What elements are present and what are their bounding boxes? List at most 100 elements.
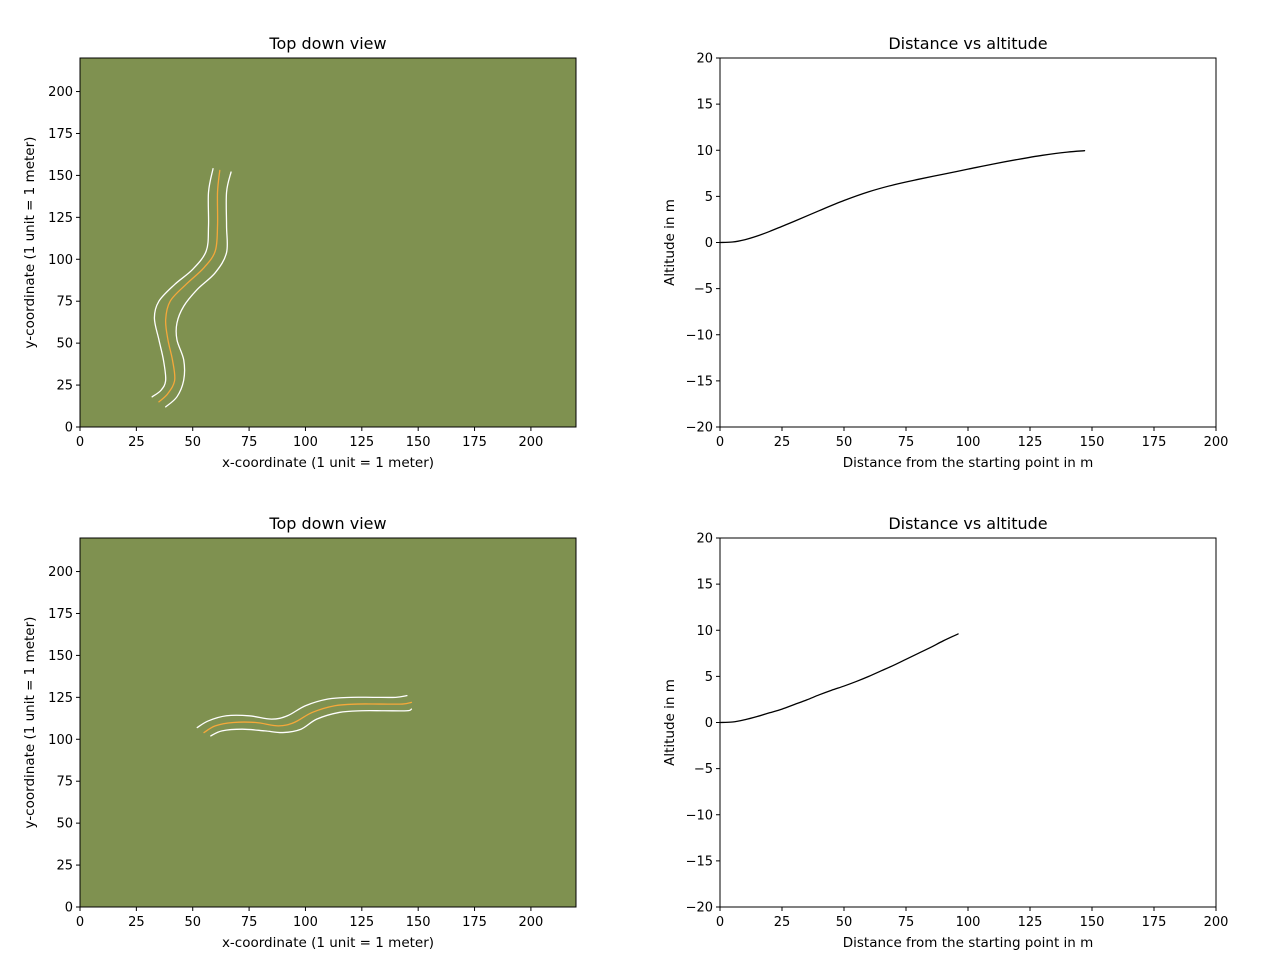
y-tick-label: 100 <box>48 733 73 748</box>
plot-background <box>720 58 1216 427</box>
x-axis-label: Distance from the starting point in m <box>843 455 1094 471</box>
plot-frame <box>79 57 577 428</box>
y-tick-label: −10 <box>686 808 713 823</box>
y-axis-label: y-coordinate (1 unit = 1 meter) <box>22 617 38 829</box>
x-tick-label: 50 <box>184 435 201 450</box>
x-axis-label: x-coordinate (1 unit = 1 meter) <box>222 935 434 951</box>
x-tick-label: 75 <box>241 435 258 450</box>
plot-background <box>80 538 576 907</box>
x-tick-label: 75 <box>898 915 915 930</box>
x-tick-label: 0 <box>76 915 84 930</box>
y-tick-label: −5 <box>694 762 713 777</box>
x-tick-label: 200 <box>518 435 543 450</box>
chart-panel-3: 0 25 50 75 100 125 150 175 200 0 25 50 75 100 125 150 17… <box>22 514 577 951</box>
y-tick-label: 75 <box>56 295 73 310</box>
x-axis-label: Distance from the starting point in m <box>843 935 1094 951</box>
series-line-right-edge <box>165 171 232 408</box>
x-tick-label: 175 <box>462 915 487 930</box>
series-line-upper-edge <box>196 695 408 729</box>
x-tick-label: 50 <box>836 435 853 450</box>
chart-panel-2: 0 25 50 75 100 125 150 175 200 −20 −15 −10 −5 0 5 10 15 2… <box>662 34 1228 471</box>
series-line-lower-edge <box>210 708 413 737</box>
x-tick-label: 200 <box>1204 435 1229 450</box>
y-tick-label: 100 <box>48 253 73 268</box>
x-tick-label: 25 <box>128 915 145 930</box>
y-tick-label: 125 <box>48 691 73 706</box>
x-tick-label: 150 <box>406 915 431 930</box>
series-line-series-1 <box>719 633 959 724</box>
y-tick-label: 15 <box>696 578 713 593</box>
y-tick-label: 15 <box>696 98 713 113</box>
x-tick-label: 0 <box>716 435 724 450</box>
chart-panel-4: 0 25 50 75 100 125 150 175 200 −20 −15 −10 −5 0 5 10 15 2… <box>662 514 1228 951</box>
y-tick-label: 0 <box>705 716 713 731</box>
y-tick-label: 0 <box>705 236 713 251</box>
y-tick-label: 50 <box>56 337 73 352</box>
x-tick-label: 100 <box>956 915 981 930</box>
series-line-left-edge <box>151 168 214 398</box>
x-tick-label: 175 <box>1142 915 1167 930</box>
x-tick-label: 25 <box>774 435 791 450</box>
y-tick-label: 200 <box>48 565 73 580</box>
series-line-series-1 <box>719 150 1086 244</box>
y-tick-label: 20 <box>696 52 713 67</box>
x-tick-label: 175 <box>1142 435 1167 450</box>
y-tick-label: −15 <box>686 374 713 389</box>
x-tick-label: 200 <box>1204 915 1229 930</box>
chart-title: Top down view <box>268 514 386 533</box>
y-tick-label: 20 <box>696 532 713 547</box>
y-tick-label: −20 <box>686 901 713 916</box>
x-tick-label: 125 <box>349 915 374 930</box>
x-tick-label: 75 <box>898 435 915 450</box>
y-tick-label: 75 <box>56 775 73 790</box>
y-tick-label: 10 <box>696 624 713 639</box>
y-tick-label: −5 <box>694 282 713 297</box>
y-tick-label: 150 <box>48 649 73 664</box>
series-line-center-line <box>203 701 413 734</box>
chart-panel-1: 0 25 50 75 100 125 150 175 200 0 25 50 75 100 125 150 17… <box>22 34 577 471</box>
plot-background <box>80 58 576 427</box>
x-tick-label: 75 <box>241 915 258 930</box>
x-tick-label: 150 <box>1080 435 1105 450</box>
x-tick-label: 150 <box>406 435 431 450</box>
chart-title: Top down view <box>268 34 386 53</box>
y-axis-label: Altitude in m <box>662 199 678 286</box>
x-tick-label: 25 <box>774 915 791 930</box>
y-axis-label: y-coordinate (1 unit = 1 meter) <box>22 137 38 349</box>
y-tick-label: 5 <box>705 670 713 685</box>
y-tick-label: 0 <box>65 421 73 436</box>
series-line-center-line <box>158 169 221 403</box>
y-tick-label: −10 <box>686 328 713 343</box>
y-tick-label: 50 <box>56 817 73 832</box>
y-tick-label: 0 <box>65 901 73 916</box>
y-tick-label: 5 <box>705 190 713 205</box>
y-tick-label: 25 <box>56 379 73 394</box>
y-tick-label: 175 <box>48 607 73 622</box>
x-tick-label: 100 <box>956 435 981 450</box>
y-axis-label: Altitude in m <box>662 679 678 766</box>
plot-background <box>720 538 1216 907</box>
x-tick-label: 125 <box>1018 915 1043 930</box>
y-tick-label: 25 <box>56 859 73 874</box>
y-tick-label: 150 <box>48 169 73 184</box>
x-tick-label: 100 <box>293 915 318 930</box>
x-tick-label: 50 <box>184 915 201 930</box>
x-tick-label: 175 <box>462 435 487 450</box>
y-tick-label: −20 <box>686 421 713 436</box>
y-tick-label: 10 <box>696 144 713 159</box>
chart-title: Distance vs altitude <box>888 34 1047 53</box>
x-tick-label: 150 <box>1080 915 1105 930</box>
x-tick-label: 25 <box>128 435 145 450</box>
y-tick-label: 175 <box>48 127 73 142</box>
x-tick-label: 0 <box>76 435 84 450</box>
plot-frame <box>79 537 577 908</box>
x-tick-label: 100 <box>293 435 318 450</box>
y-tick-label: −15 <box>686 854 713 869</box>
y-tick-label: 200 <box>48 85 73 100</box>
x-tick-label: 125 <box>349 435 374 450</box>
y-tick-label: 125 <box>48 211 73 226</box>
chart-title: Distance vs altitude <box>888 514 1047 533</box>
x-axis-label: x-coordinate (1 unit = 1 meter) <box>222 455 434 471</box>
x-tick-label: 125 <box>1018 435 1043 450</box>
